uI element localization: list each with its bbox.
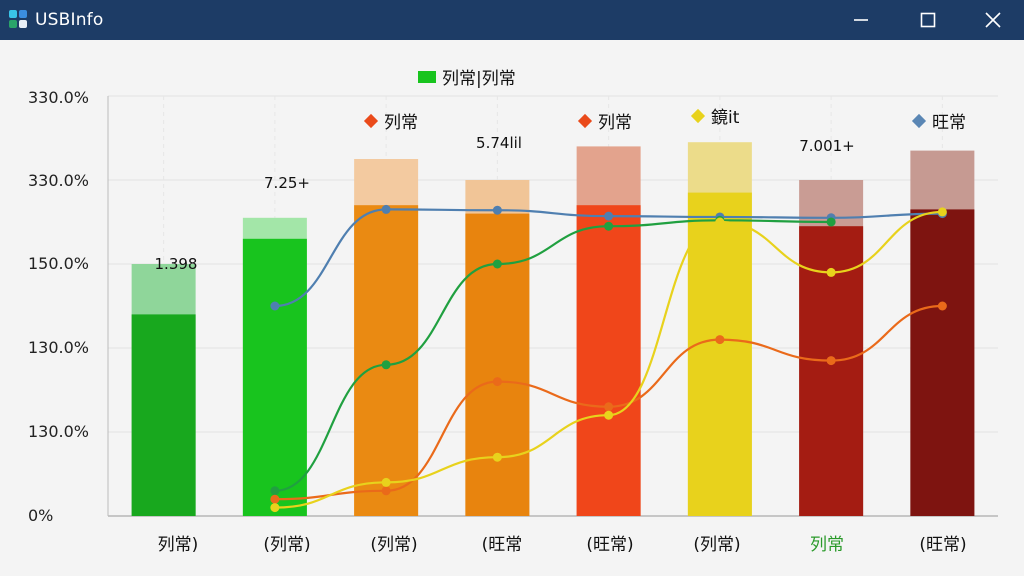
app-logo-icon: [9, 10, 29, 30]
series-point: [937, 301, 947, 311]
series-point: [715, 335, 725, 345]
series-point: [270, 301, 280, 311]
legend-diamond-icon: [577, 113, 593, 128]
x-tick-label: 列常): [157, 535, 199, 555]
series-point: [492, 377, 502, 387]
series-point: [826, 356, 836, 366]
bar: [465, 213, 530, 516]
maximize-button[interactable]: [905, 0, 951, 40]
series-point: [270, 503, 280, 513]
series-point: [492, 259, 502, 269]
data-label: 7.25+: [264, 174, 310, 192]
y-tick-label: 330.0%: [28, 88, 90, 107]
bar: [242, 238, 307, 517]
series-point: [492, 205, 502, 215]
series-point: [604, 410, 614, 420]
series-point: [381, 477, 391, 487]
series-point: [270, 486, 280, 496]
chart-plot: [107, 95, 998, 517]
y-tick-label: 130.0%: [28, 422, 90, 441]
x-tick-label: (旺常): [586, 535, 634, 555]
legend-label: 列常|列常: [442, 69, 516, 89]
bar: [687, 192, 752, 516]
x-tick-label: (列常): [693, 535, 741, 555]
series-point: [826, 217, 836, 227]
legend-swatch: [418, 70, 436, 83]
y-tick-label: 130.0%: [28, 338, 90, 357]
bar: [131, 314, 196, 516]
minimize-icon: [854, 19, 868, 21]
legend-label: 列常: [384, 113, 418, 133]
series-point: [381, 360, 391, 370]
x-tick-label: (旺常): [919, 535, 967, 555]
series-point: [937, 207, 947, 217]
legend-diamond-icon: [911, 113, 927, 128]
chart-area: 0% 130.0% 130.0% 150.0% 330.0% 330.0% 列常…: [0, 40, 1024, 576]
series-point: [604, 402, 614, 412]
legend-b: 列常: [577, 108, 632, 133]
bar: [910, 209, 975, 516]
close-icon: [985, 12, 1001, 28]
series-point: [270, 494, 280, 504]
series-point: [381, 204, 391, 214]
data-label: 1.398: [154, 255, 198, 273]
legend-diamond-icon: [363, 113, 379, 128]
legend-label: 列常: [598, 113, 632, 133]
maximize-icon: [920, 12, 936, 28]
close-button[interactable]: [970, 0, 1016, 40]
legend-label: 旺常: [932, 113, 966, 133]
series-point: [715, 217, 725, 227]
bar: [576, 205, 641, 516]
legend-diamond-icon: [690, 108, 706, 123]
legend-label: 鏡it: [711, 108, 740, 128]
y-tick-label: 0%: [28, 506, 54, 525]
series-point: [381, 486, 391, 496]
legend-c: 鏡it: [690, 103, 740, 128]
x-tick-label: (列常): [263, 535, 311, 555]
y-tick-label: 330.0%: [28, 171, 90, 190]
data-label: 5.74lil: [476, 134, 522, 152]
title-bar: USBInfo: [0, 0, 1024, 40]
x-tick-label: (列常): [370, 535, 418, 555]
legend-d: 旺常: [911, 108, 966, 133]
minimize-button[interactable]: [838, 0, 884, 40]
x-tick-label: (旺常: [481, 535, 523, 555]
data-label: 7.001+: [799, 137, 855, 155]
series-point: [604, 211, 614, 221]
series-point: [492, 452, 502, 462]
legend-top: 列常|列常: [418, 64, 516, 89]
legend-a: 列常: [363, 108, 418, 133]
series-point: [604, 221, 614, 231]
window-title: USBInfo: [35, 10, 104, 30]
series-point: [826, 267, 836, 277]
x-tick-label: 列常: [810, 535, 844, 555]
y-tick-label: 150.0%: [28, 254, 90, 273]
